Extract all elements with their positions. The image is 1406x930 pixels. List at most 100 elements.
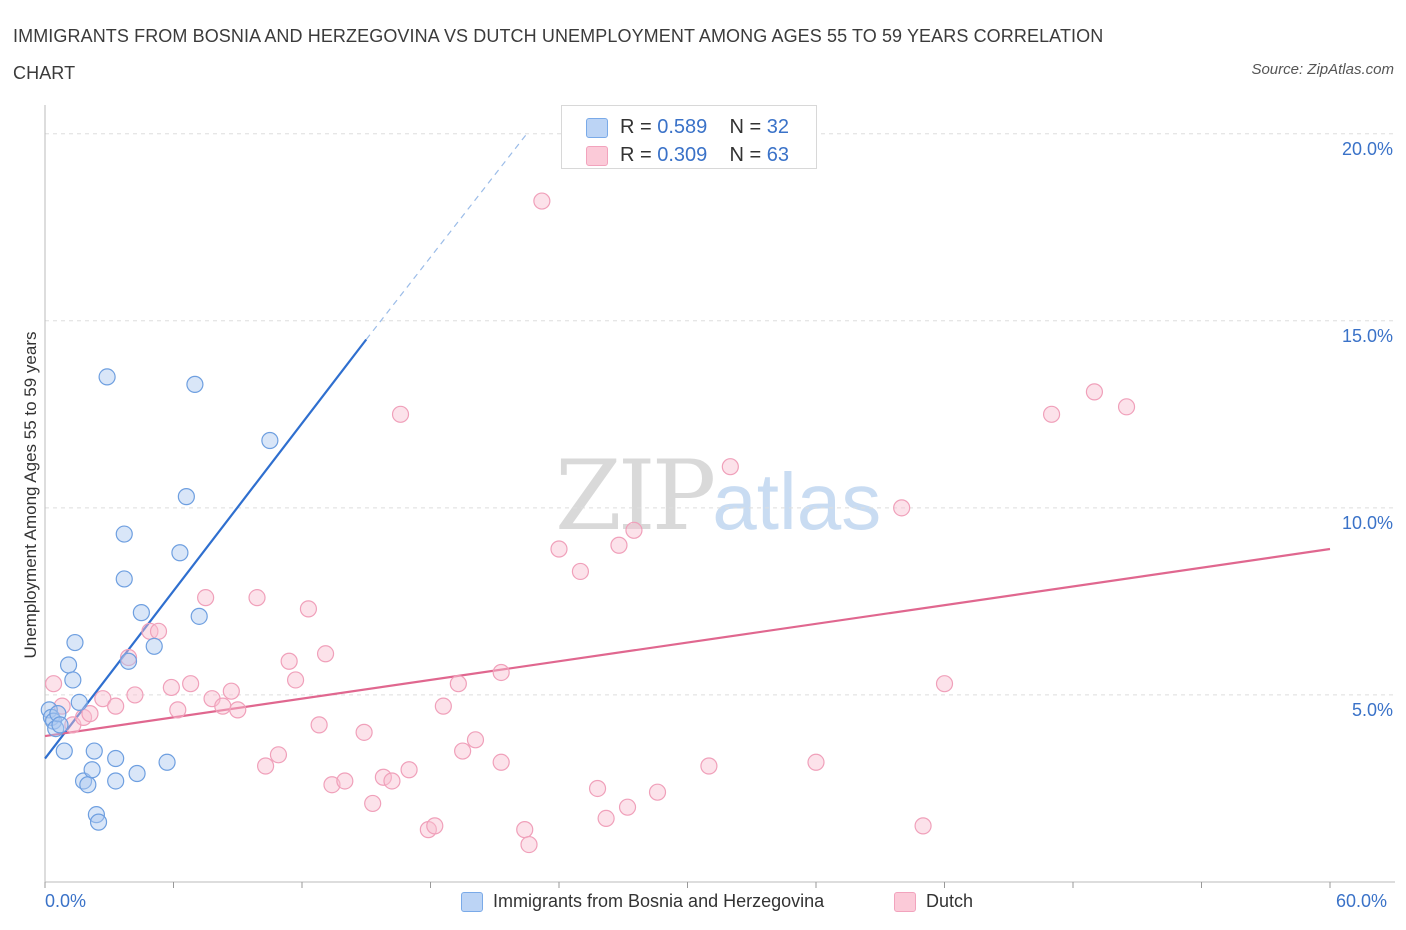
dutch-point (426, 817, 444, 835)
dutch-point (434, 697, 452, 715)
dutch-point (222, 682, 240, 700)
y-tick-label: 20.0% (1341, 138, 1393, 159)
n-value: 63 (766, 144, 790, 166)
dutch-point (162, 678, 180, 697)
n-label: N = (729, 144, 767, 166)
dutch-point (269, 746, 288, 764)
y-tick-label: 10.0% (1341, 512, 1393, 533)
dutch-point (1042, 405, 1061, 423)
bosnia-point (79, 776, 97, 794)
dutch-point (648, 783, 667, 801)
dutch-point (533, 192, 551, 210)
dutch-point (310, 716, 328, 734)
dutch-point (492, 663, 510, 682)
dutch-point (492, 753, 510, 771)
axes (44, 105, 1395, 888)
n-label: N = (729, 116, 767, 138)
dutch-point (81, 705, 99, 723)
bosnia-point (115, 570, 133, 588)
dutch-point (618, 798, 637, 816)
dutch-point (700, 757, 718, 775)
dutch-point (597, 809, 615, 827)
dutch-point (610, 536, 628, 554)
stats-legend: R = 0.589 N = 32 R = 0.309 N = 63 (561, 105, 817, 169)
bosnia-legend-swatch (461, 892, 483, 912)
bosnia-point (51, 716, 69, 734)
dutch-point (1085, 383, 1104, 401)
dutch-point (256, 757, 275, 775)
dutch-point (466, 731, 485, 749)
dutch-point (107, 697, 125, 715)
bosnia-point (158, 753, 176, 771)
dutch-point (383, 772, 401, 790)
dutch-point (214, 697, 232, 715)
bosnia-point (55, 742, 73, 760)
n-value: 32 (766, 116, 790, 138)
bosnia-point (59, 656, 78, 674)
dutch-point (374, 768, 392, 786)
dutch-point (280, 652, 298, 670)
watermark-atlas: atlas (712, 457, 882, 546)
y-tick-label: 5.0% (1351, 699, 1393, 720)
bosnia-point (177, 488, 195, 506)
bosnia-point (190, 607, 208, 625)
dutch-point (588, 779, 607, 798)
dutch-points (44, 192, 1136, 854)
dutch-point (721, 458, 739, 476)
dutch-point (248, 589, 266, 607)
dutch-point (169, 701, 187, 719)
bosnia-point (261, 431, 279, 450)
dutch-point (893, 499, 911, 517)
watermark-zip: ZIP (555, 440, 716, 552)
dutch-point (449, 675, 467, 693)
dutch-point (229, 701, 247, 719)
trend-lines (44, 133, 1331, 760)
bosnia-point (128, 764, 146, 783)
dutch-point (299, 600, 318, 618)
dutch-point (119, 648, 138, 667)
dutch-point (197, 589, 215, 607)
bosnia-point (171, 544, 189, 562)
chart-title: IMMIGRANTS FROM BOSNIA AND HERZEGOVINA V… (13, 26, 1104, 83)
dutch-point (400, 761, 418, 779)
dutch-point (625, 521, 643, 539)
x-tick-label-max: 60.0% (1336, 891, 1388, 911)
bosnia-point (89, 813, 108, 831)
series-legend: Immigrants from Bosnia and Herzegovina D… (0, 888, 1406, 916)
bosnia-points (40, 368, 279, 831)
dutch-point (323, 776, 341, 794)
r-value: 0.309 (657, 144, 708, 166)
bosnia-point (107, 772, 125, 790)
dutch-point (355, 723, 373, 741)
bosnia-point (70, 693, 88, 712)
dutch-point (336, 772, 354, 790)
gridlines (45, 133, 1395, 696)
dutch-point (94, 690, 112, 708)
bosnia-point (107, 749, 125, 768)
x-tick-label-min: 0.0% (45, 891, 87, 911)
bosnia-point (64, 671, 82, 689)
dutch-point (520, 835, 538, 854)
dutch-point (571, 562, 590, 581)
bosnia-point (83, 761, 101, 779)
dutch-point (454, 742, 472, 760)
dutch-trend-line (44, 547, 1331, 738)
dutch-point (364, 794, 382, 813)
bosnia-trend-line (44, 338, 368, 760)
dutch-legend-swatch (894, 892, 916, 912)
watermark: ZIPatlas (555, 440, 881, 552)
dutch-point (44, 675, 63, 693)
source-label: Source: ZipAtlas.com (1251, 61, 1394, 78)
bosnia-trend-extension (365, 133, 528, 340)
bosnia-point (119, 652, 138, 670)
legend-label-dutch: Dutch (926, 891, 974, 911)
dutch-point (935, 675, 954, 693)
bosnia-point (132, 604, 150, 622)
bosnia-point (85, 742, 103, 760)
dutch-point (286, 671, 305, 689)
dutch-point (516, 821, 534, 839)
dutch-point (182, 675, 200, 693)
dutch-point (807, 753, 825, 771)
bosnia-point (115, 525, 133, 543)
y-tick-label: 15.0% (1341, 325, 1393, 346)
